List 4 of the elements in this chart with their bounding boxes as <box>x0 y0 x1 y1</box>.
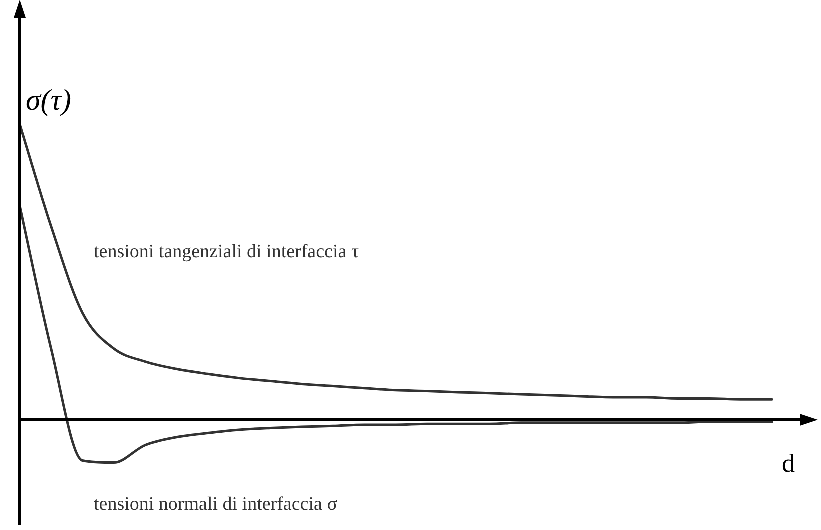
x-axis-title: d <box>782 448 795 478</box>
series-label: tensioni tangenziali di interfaccia τ <box>94 241 360 262</box>
y-axis-title: σ(τ) <box>26 84 72 117</box>
series-label: tensioni normali di interfaccia σ <box>94 494 338 515</box>
